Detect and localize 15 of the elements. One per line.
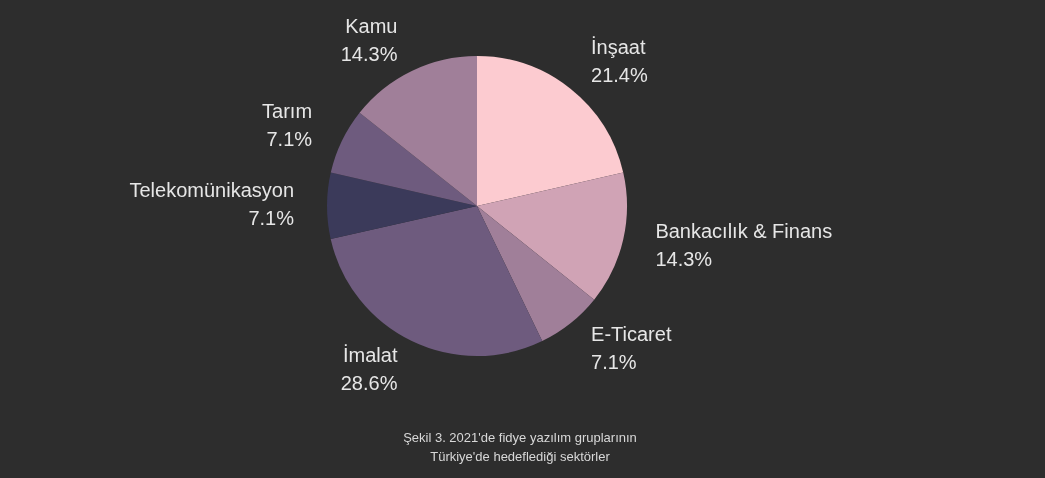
- data-label: 14.3%: [340, 42, 398, 65]
- data-label: 28.6%: [340, 372, 398, 395]
- slice-label: Telekomünikasyon: [129, 179, 294, 202]
- slice-label: İnşaat: [591, 36, 646, 59]
- slice-label: İmalat: [342, 344, 398, 367]
- slice-label: Kamu: [345, 14, 398, 37]
- slice-label: Tarım: [262, 100, 313, 123]
- data-label: 7.1%: [591, 350, 637, 373]
- data-label: 7.1%: [248, 207, 295, 230]
- data-label: 21.4%: [591, 64, 648, 87]
- data-label: 14.3%: [655, 248, 713, 271]
- data-label: 7.1%: [266, 128, 313, 151]
- slice-label: Bankacılık & Finans: [655, 220, 833, 243]
- text: Şekil 3. 2021'de fidye yazılım gruplarının Türkiye'de hedeflediği sektörler: [402, 429, 638, 466]
- slice-label: E-Ticaret: [591, 322, 672, 345]
